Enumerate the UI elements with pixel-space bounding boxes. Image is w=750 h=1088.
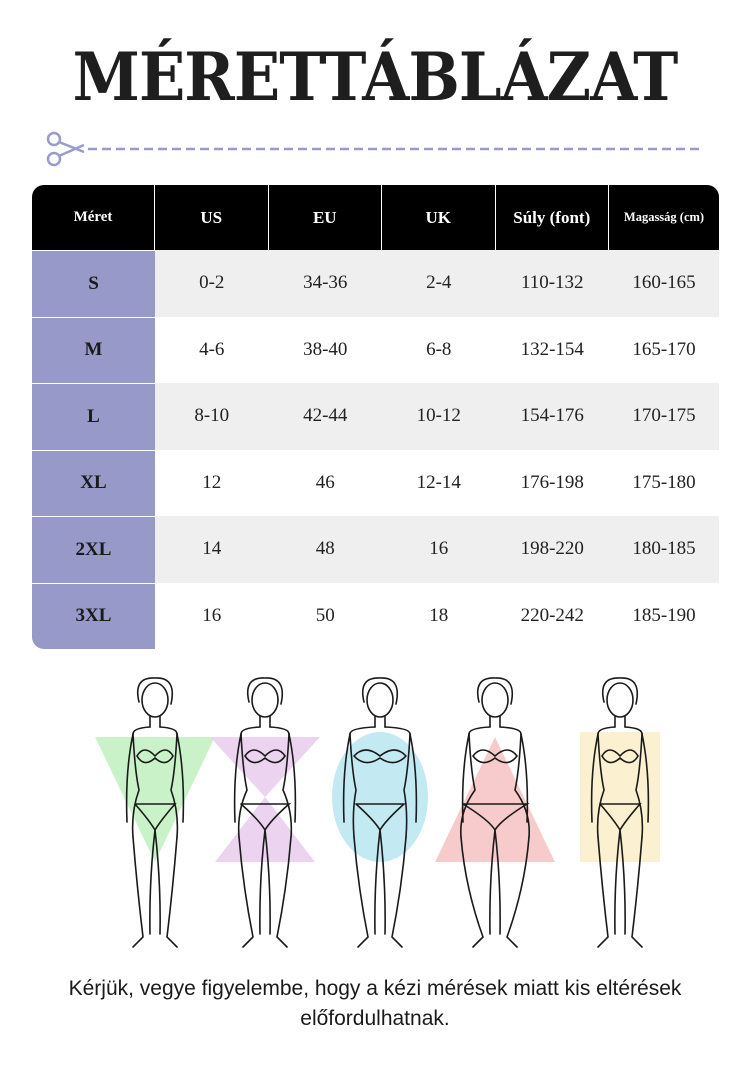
header-cell-uk: UK — [382, 185, 496, 250]
cell-uk: 2-4 — [382, 250, 496, 317]
cut-line — [46, 131, 700, 167]
legs — [597, 829, 643, 948]
arms — [233, 733, 297, 823]
header-cell-size: Méret — [32, 185, 155, 250]
cell-weight: 154-176 — [495, 383, 609, 450]
table-row: 3XL 16 50 18 220-242 185-190 — [32, 582, 719, 649]
scissors-icon — [46, 131, 85, 167]
table-row: M 4-6 38-40 6-8 132-154 165-170 — [32, 316, 719, 383]
arms — [590, 733, 650, 823]
head — [251, 682, 279, 718]
figure-rectangle — [580, 677, 660, 948]
cell-uk: 6-8 — [382, 316, 496, 383]
cell-us: 8-10 — [155, 383, 269, 450]
cell-weight: 176-198 — [495, 449, 609, 516]
shape-background — [435, 737, 555, 862]
torso — [596, 733, 644, 838]
page-title: MÉRETTÁBLÁZAT — [72, 38, 679, 116]
cell-eu: 34-36 — [268, 250, 382, 317]
cell-size: XL — [32, 449, 155, 516]
cell-size: M — [32, 316, 155, 383]
arms — [125, 733, 185, 823]
legs — [460, 829, 530, 948]
shape-background — [332, 732, 428, 862]
shape-background — [580, 732, 660, 862]
body-shape-figures — [95, 677, 660, 948]
figure-triangle-up — [435, 677, 555, 948]
torso — [459, 733, 531, 838]
cell-size: 2XL — [32, 516, 155, 583]
cell-us: 4-6 — [155, 316, 269, 383]
bra — [472, 749, 518, 764]
cell-height: 165-170 — [609, 316, 719, 383]
legs — [238, 829, 292, 948]
bra — [244, 749, 286, 764]
cell-height: 180-185 — [609, 516, 719, 583]
figure-hourglass — [210, 677, 320, 948]
bra — [353, 749, 407, 764]
cell-uk: 10-12 — [382, 383, 496, 450]
header-cell-eu: EU — [269, 185, 382, 250]
cell-height: 175-180 — [609, 449, 719, 516]
cell-us: 16 — [155, 582, 269, 649]
shape-background — [210, 737, 320, 862]
cell-us: 14 — [155, 516, 269, 583]
table-header-row: Méret US EU UK Súly (font) Magasság (cm) — [32, 185, 719, 250]
cell-height: 170-175 — [609, 383, 719, 450]
head — [366, 682, 394, 718]
table-row: 2XL 14 48 16 198-220 180-185 — [32, 516, 719, 583]
hair — [246, 677, 284, 705]
cell-uk: 18 — [382, 582, 496, 649]
table-row: L 8-10 42-44 10-12 154-176 170-175 — [32, 383, 719, 450]
cell-size: 3XL — [32, 582, 155, 649]
legs — [353, 829, 407, 948]
cell-eu: 38-40 — [268, 316, 382, 383]
header-cell-height: Magasság (cm) — [623, 210, 705, 224]
size-table: Méret US EU UK Súly (font) Magasság (cm)… — [32, 185, 719, 649]
bra — [136, 749, 174, 764]
bra — [601, 749, 639, 764]
cell-size: L — [32, 383, 155, 450]
cell-height: 160-165 — [609, 250, 719, 317]
hair — [601, 677, 639, 705]
figure-triangle-down — [95, 677, 215, 948]
cell-us: 0-2 — [155, 250, 269, 317]
cell-eu: 42-44 — [268, 383, 382, 450]
hair — [476, 677, 514, 705]
torso — [131, 733, 179, 838]
cell-eu: 48 — [268, 516, 382, 583]
table-row: XL 12 46 12-14 176-198 175-180 — [32, 449, 719, 516]
cell-weight: 198-220 — [495, 516, 609, 583]
cell-weight: 220-242 — [495, 582, 609, 649]
cell-us: 12 — [155, 449, 269, 516]
head — [606, 682, 634, 718]
disclaimer-note: Kérjük, vegye figyelembe, hogy a kézi mé… — [68, 977, 682, 1030]
header-cell-us: US — [155, 185, 269, 250]
arms — [461, 733, 529, 823]
cell-height: 185-190 — [609, 582, 719, 649]
cell-size: S — [32, 250, 155, 317]
cell-weight: 110-132 — [495, 250, 609, 317]
legs — [132, 829, 178, 948]
hair — [136, 677, 174, 705]
header-cell-weight: Súly (font) — [496, 185, 609, 250]
head — [481, 682, 509, 718]
torso — [349, 733, 411, 838]
figure-oval — [332, 677, 428, 948]
cell-eu: 46 — [268, 449, 382, 516]
hair — [361, 677, 399, 705]
head — [141, 682, 169, 718]
cell-uk: 12-14 — [382, 449, 496, 516]
cell-eu: 50 — [268, 582, 382, 649]
arms — [342, 733, 418, 823]
shape-background — [95, 737, 215, 862]
table-row: S 0-2 34-36 2-4 110-132 160-165 — [32, 250, 719, 317]
cell-weight: 132-154 — [495, 316, 609, 383]
cell-uk: 16 — [382, 516, 496, 583]
torso — [237, 733, 293, 838]
